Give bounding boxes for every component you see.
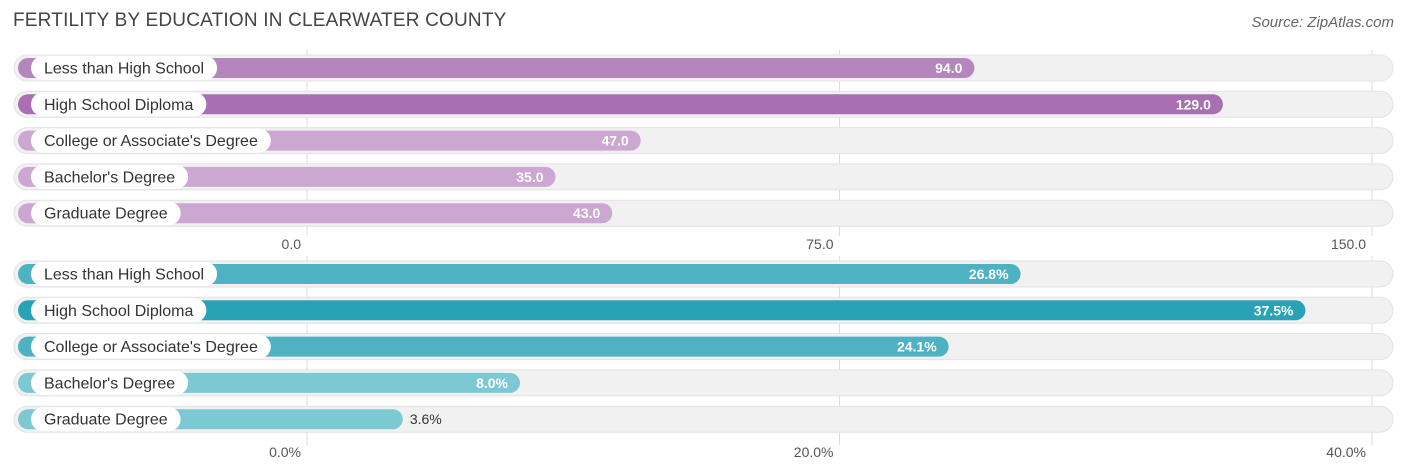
category-label: Graduate Degree [44,206,168,223]
category-label: College or Associate's Degree [44,339,258,356]
category-label-pill [31,92,207,117]
category-label: Graduate Degree [44,412,168,429]
category-label-pill [31,262,218,286]
bar-row-high-school-diploma: High School Diploma 37.5% [13,296,1394,324]
value-label: 94.0 [935,60,962,76]
bar [18,264,1021,284]
chart-panel-1: Less than High School 94.0 High School Dip… [13,50,1394,252]
x-tick-label: 0.0 [282,236,302,252]
category-label-pill [31,56,218,80]
x-tick-label: 20.0% [794,444,834,460]
source-note: Source: ZipAtlas.com [1251,14,1394,31]
x-tick-label: 75.0 [806,236,833,252]
bar-row-high-school-diploma: High School Diploma 129.0 [13,90,1394,118]
value-label: 8.0% [476,375,508,391]
value-label: 24.1% [897,339,937,355]
value-label: 3.6% [410,411,442,427]
bar [18,58,975,78]
bar-row-graduate-degree: Graduate Degree 3.6% [13,405,1394,433]
chart-title: FERTILITY BY EDUCATION IN CLEARWATER COU… [13,10,507,31]
bar [18,300,1306,321]
category-label: Less than High School [44,267,204,284]
category-label-pill [31,407,181,432]
x-tick-label: 40.0% [1326,444,1366,460]
category-label: High School Diploma [44,97,194,114]
bar-row-graduate-degree: Graduate Degree 43.0 [13,199,1394,227]
category-label-pill [31,201,181,226]
value-label: 37.5% [1254,302,1294,318]
category-label: Bachelor's Degree [44,169,175,186]
x-tick-label: 150.0 [1331,236,1366,252]
bar-row-less-than-high-school: Less than High School 94.0 [13,54,1394,82]
bar-row-college-or-associate-s-degree: College or Associate's Degree 47.0 [13,127,1394,155]
category-label-pill [31,334,271,359]
bar [18,94,1223,115]
category-label-pill [31,298,207,323]
category-label: Bachelor's Degree [44,375,175,392]
category-label: College or Associate's Degree [44,133,258,150]
category-label-pill [31,164,189,189]
bar-row-bachelor-s-degree: Bachelor's Degree 35.0 [13,163,1394,191]
category-label: High School Diploma [44,303,194,320]
bar-row-less-than-high-school: Less than High School 26.8% [13,260,1394,288]
value-label: 47.0 [601,133,628,149]
value-label: 26.8% [969,266,1009,282]
chart-panel-2: Less than High School 26.8% High School Di… [13,256,1394,460]
bar-row-bachelor-s-degree: Bachelor's Degree 8.0% [13,369,1394,397]
category-label: Less than High School [44,61,204,78]
value-label: 129.0 [1176,96,1211,112]
bar-row-college-or-associate-s-degree: College or Associate's Degree 24.1% [13,333,1394,361]
value-label: 35.0 [516,169,543,185]
x-tick-label: 0.0% [269,444,301,460]
value-label: 43.0 [573,205,600,221]
category-label-pill [31,370,189,395]
category-label-pill [31,128,271,153]
